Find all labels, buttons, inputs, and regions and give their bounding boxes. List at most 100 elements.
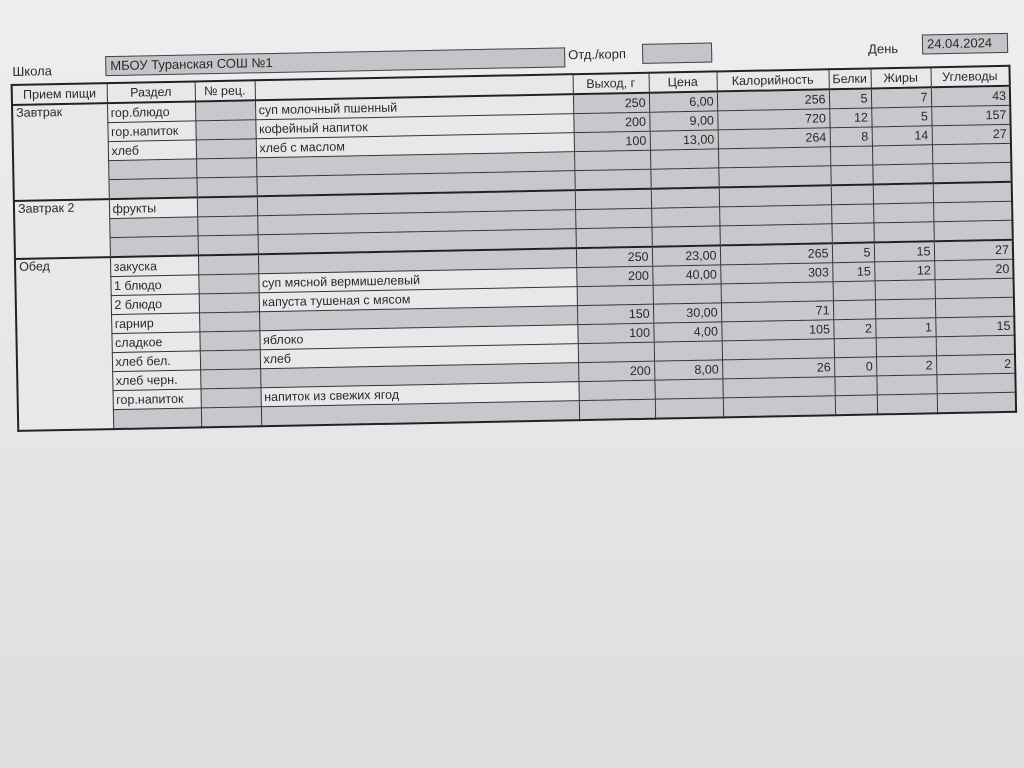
recipe-number-cell xyxy=(195,119,256,140)
section-cell: хлеб бел. xyxy=(111,350,201,372)
value-cell xyxy=(721,338,835,360)
value-cell xyxy=(650,167,719,189)
value-cell xyxy=(873,221,934,243)
value-cell: 23,00 xyxy=(651,245,721,267)
value-cell xyxy=(935,335,1015,356)
value-cell xyxy=(577,342,655,363)
section-cell: хлеб черн. xyxy=(112,369,201,391)
value-cell xyxy=(578,399,656,421)
value-cell xyxy=(654,397,724,419)
column-header: Белки xyxy=(828,68,871,90)
value-cell: 27 xyxy=(933,239,1014,261)
value-cell xyxy=(934,297,1015,318)
value-cell xyxy=(875,336,937,357)
value-cell: 157 xyxy=(931,105,1011,126)
value-cell xyxy=(936,392,1017,414)
value-cell: 43 xyxy=(930,85,1011,107)
recipe-number-cell xyxy=(194,100,256,121)
value-cell: 27 xyxy=(931,124,1011,145)
value-cell: 20 xyxy=(934,259,1014,280)
column-header: Прием пищи xyxy=(11,83,107,105)
value-cell: 15 xyxy=(935,316,1015,337)
value-cell xyxy=(650,187,720,209)
section-cell: 1 блюдо xyxy=(110,274,199,296)
value-cell xyxy=(653,340,723,362)
recipe-number-cell xyxy=(197,254,259,275)
section-cell: гарнир xyxy=(111,312,200,334)
value-cell: 14 xyxy=(871,125,932,146)
recipe-number-cell xyxy=(199,330,260,351)
value-cell: 200 xyxy=(576,266,653,287)
value-cell: 7 xyxy=(870,87,932,108)
section-cell xyxy=(108,158,197,180)
value-cell xyxy=(722,395,836,418)
value-cell xyxy=(932,162,1012,184)
value-cell: 100 xyxy=(577,323,654,344)
recipe-number-cell xyxy=(200,368,261,389)
value-cell xyxy=(651,206,720,228)
column-header: Выход, г xyxy=(572,72,649,95)
value-cell: 5 xyxy=(828,88,872,109)
column-header: Калорийность xyxy=(716,69,829,92)
value-cell: 15 xyxy=(873,241,935,262)
section-cell: хлеб xyxy=(107,139,197,161)
value-cell xyxy=(832,280,875,301)
value-cell: 200 xyxy=(578,361,655,382)
value-cell xyxy=(831,203,874,224)
value-cell xyxy=(833,337,877,358)
value-cell: 303 xyxy=(720,262,833,284)
value-cell xyxy=(720,281,833,303)
column-header: Жиры xyxy=(870,67,931,89)
value-cell xyxy=(722,376,835,398)
value-cell xyxy=(876,393,938,415)
value-cell: 26 xyxy=(722,357,835,379)
school-label: Школа xyxy=(12,63,53,79)
value-cell: 1 xyxy=(875,317,936,338)
recipe-number-cell xyxy=(200,406,262,428)
value-cell xyxy=(834,394,878,416)
recipe-number-cell xyxy=(196,157,257,178)
value-cell: 5 xyxy=(831,242,875,263)
value-cell xyxy=(650,148,719,170)
column-header: Раздел xyxy=(106,81,195,104)
value-cell xyxy=(872,163,933,185)
value-cell xyxy=(830,164,873,186)
section-cell xyxy=(109,216,198,238)
value-cell xyxy=(575,227,652,249)
value-cell: 8 xyxy=(829,126,872,147)
column-header: Цена xyxy=(648,71,717,93)
value-cell: 150 xyxy=(576,304,654,325)
recipe-number-cell xyxy=(197,215,258,236)
value-cell: 720 xyxy=(717,108,830,130)
day-value: 24.04.2024 xyxy=(921,32,1009,55)
value-cell: 250 xyxy=(575,246,653,268)
meal-name: Обед xyxy=(14,257,114,431)
value-cell xyxy=(829,145,873,166)
recipe-number-cell xyxy=(200,387,261,408)
value-cell: 5 xyxy=(871,106,932,127)
recipe-number-cell xyxy=(198,273,259,294)
value-cell: 12 xyxy=(829,107,872,128)
value-cell xyxy=(831,222,874,244)
value-cell xyxy=(654,378,723,400)
value-cell xyxy=(931,143,1012,164)
value-cell: 256 xyxy=(716,89,830,111)
meal-name: Завтрак xyxy=(12,103,109,201)
value-cell: 9,00 xyxy=(649,110,718,132)
value-cell xyxy=(933,220,1013,242)
meal-name: Завтрак 2 xyxy=(13,199,110,259)
value-cell: 4,00 xyxy=(653,321,722,343)
section-cell xyxy=(109,235,198,258)
recipe-number-cell xyxy=(196,196,258,217)
section-cell: гор.напиток xyxy=(112,388,201,410)
value-cell xyxy=(574,169,651,191)
value-cell: 2 xyxy=(876,355,937,376)
section-cell xyxy=(112,407,202,430)
section-cell: сладкое xyxy=(111,331,200,353)
value-cell: 12 xyxy=(874,260,935,281)
value-cell xyxy=(719,223,832,246)
section-cell: гор.блюдо xyxy=(106,101,196,123)
value-cell: 105 xyxy=(721,319,834,341)
menu-sheet: Школа МБОУ Туранская СОШ №1 Отд./корп Де… xyxy=(10,32,1018,432)
recipe-number-cell xyxy=(199,349,261,370)
